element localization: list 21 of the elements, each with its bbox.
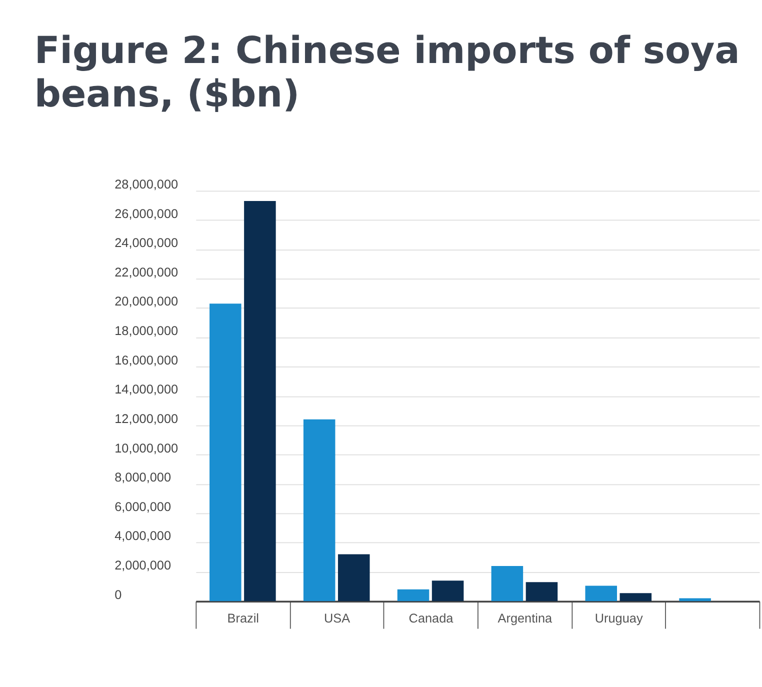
x-tick-label: Brazil	[227, 611, 259, 626]
y-tick-label: 12,000,000	[114, 412, 178, 426]
y-tick-label: 2,000,000	[114, 558, 171, 573]
y-tick-label: 26,000,000	[114, 206, 178, 221]
y-tick-label: 20,000,000	[114, 294, 178, 309]
x-tick-label: Uruguay	[594, 611, 644, 626]
y-tick-label: 24,000,000	[114, 236, 178, 250]
x-tick-label: Canada	[408, 611, 454, 626]
y-tick-label: 8,000,000	[114, 470, 171, 485]
chart-title: Figure 2: Chinese imports of soya beans, ($bn)	[34, 28, 740, 116]
y-tick-label: 0	[114, 588, 122, 602]
x-tick-label: USA	[324, 611, 351, 626]
y-tick-label: 18,000,000	[114, 324, 178, 338]
x-tick-label: Argentina	[498, 611, 553, 626]
y-tick-label: 22,000,000	[114, 265, 178, 280]
y-tick-label: 10,000,000	[114, 441, 178, 456]
y-tick-label: 4,000,000	[114, 529, 171, 544]
y-tick-label: 28,000,000	[114, 177, 178, 192]
y-tick-label: 14,000,000	[114, 382, 178, 397]
y-tick-label: 6,000,000	[114, 500, 171, 514]
y-tick-label: 16,000,000	[114, 353, 178, 368]
